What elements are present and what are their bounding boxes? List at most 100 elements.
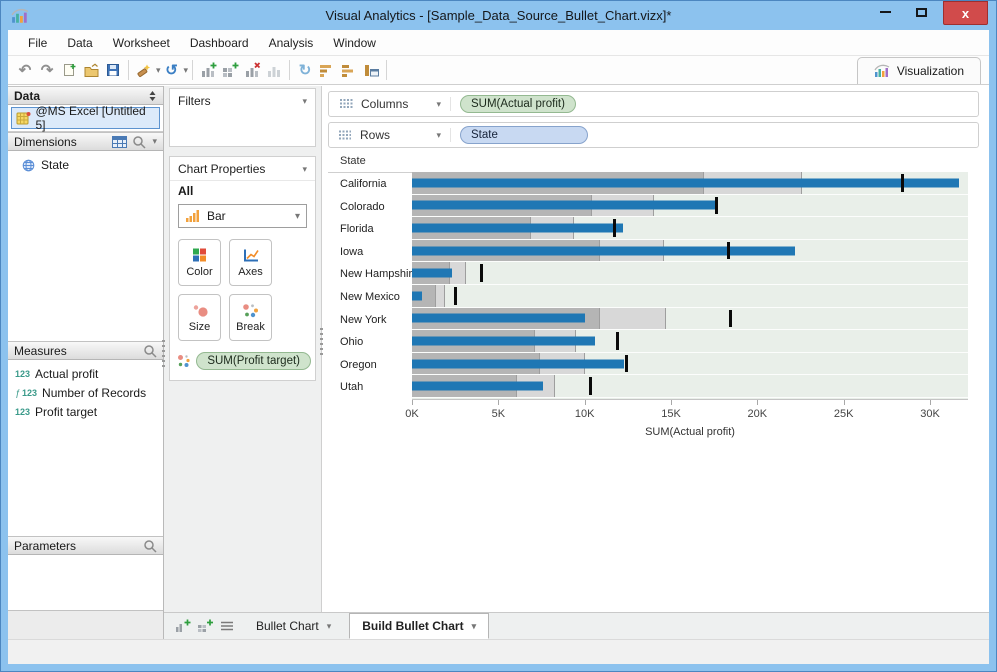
color-button[interactable]: Color [178,239,221,286]
actual-profit-bar[interactable] [412,200,716,210]
bullet-row-new-hampshire[interactable] [412,262,968,285]
remove-chart-icon[interactable] [241,58,263,82]
sort-updown-icon[interactable] [148,90,157,102]
search-icon[interactable] [132,135,146,149]
add-crosstab-icon[interactable] [219,58,241,82]
visualization-tab[interactable]: Visualization [856,57,981,84]
new-visualization-tab-icon[interactable] [172,615,194,637]
tab-bullet-chart[interactable]: Bullet Chart ▾ [244,613,343,639]
profit-target-tick[interactable] [714,196,718,215]
save-icon[interactable] [102,58,124,82]
bullet-row-new-mexico[interactable] [412,284,968,308]
chart-type-select[interactable]: Bar ▾ [178,204,307,228]
refresh-icon[interactable]: ↺ [165,61,178,79]
actual-profit-bar[interactable] [412,359,625,369]
tab-label: Bullet Chart [256,619,319,633]
profit-target-tick[interactable] [613,219,617,237]
new-document-icon[interactable] [58,58,80,82]
measure-item-actual-profit[interactable]: 123 Actual profit [8,364,163,383]
minimize-button[interactable] [871,1,900,23]
profit-target-tick[interactable] [480,264,484,282]
profit-target-tick[interactable] [625,354,629,373]
bullet-row-florida[interactable] [412,217,968,240]
columns-shelf-label-group[interactable]: Columns ▾ [329,97,451,111]
data-section-header[interactable]: Data [8,86,163,105]
profit-target-tick[interactable] [454,286,458,305]
filters-drop-area[interactable] [170,112,315,146]
break-button[interactable]: Break [229,294,272,341]
bullet-row-iowa[interactable] [412,239,968,263]
bullet-row-new-york[interactable] [412,307,968,331]
bullet-row-utah[interactable] [412,375,968,398]
bullet-row-colorado[interactable] [412,194,968,218]
panel-splitter-handle[interactable] [162,340,165,371]
profit-target-pill[interactable]: SUM(Profit target) [196,352,311,370]
dimension-item-state[interactable]: State [8,155,163,175]
rows-pill-state[interactable]: State [460,126,588,144]
profit-target-tick[interactable] [616,332,620,350]
actual-profit-bar[interactable] [412,268,452,278]
tab-list-icon[interactable] [216,615,238,637]
open-folder-icon[interactable] [80,58,102,82]
tab-build-bullet-chart[interactable]: Build Bullet Chart ▾ [349,613,490,639]
sort-bars-stacked-icon[interactable] [338,58,360,82]
measure-item-profit-target[interactable]: 123 Profit target [8,402,163,421]
maximize-button[interactable] [907,1,936,23]
format-wand-icon[interactable] [133,58,155,82]
actual-profit-bar[interactable] [412,246,796,256]
chevron-down-icon[interactable]: ▾ [152,136,157,146]
collapse-icon[interactable]: ▾ [302,95,307,106]
format-wand-dropdown-icon[interactable]: ▾ [156,64,161,75]
chevron-down-icon[interactable]: ▾ [436,98,441,109]
actual-profit-bar[interactable] [412,336,596,346]
data-source-item[interactable]: @MS Excel [Untitled 5] [11,104,160,132]
rows-shelf[interactable]: Rows ▾ State [328,122,979,148]
measure-label: Number of Records [42,385,147,400]
bullet-row-ohio[interactable] [412,330,968,353]
menu-data[interactable]: Data [67,35,93,50]
chevron-down-icon[interactable]: ▾ [326,620,332,631]
table-icon[interactable] [112,135,128,148]
panel-splitter-handle[interactable] [320,327,323,358]
add-chart-icon[interactable] [197,58,219,82]
close-button[interactable]: x [943,1,988,25]
menu-worksheet[interactable]: Worksheet [112,35,170,50]
columns-shelf[interactable]: Columns ▾ SUM(Actual profit) [328,91,979,117]
actual-profit-bar[interactable] [412,381,544,391]
parameters-list [8,555,163,611]
axes-button[interactable]: Axes [229,239,272,286]
actual-profit-bar[interactable] [412,291,423,301]
chart-x-axis: SUM(Actual profit) 0K 5K 10K 15K 20K 25K 30K [405,398,968,443]
measure-label: Profit target [35,404,98,419]
actual-profit-bar[interactable] [412,223,623,233]
columns-pill-actual-profit[interactable]: SUM(Actual profit) [460,95,576,113]
rotate-refresh-icon[interactable]: ↻ [298,61,312,79]
search-icon[interactable] [143,344,157,358]
size-button[interactable]: Size [178,294,221,341]
menu-file[interactable]: File [28,35,48,50]
bullet-row-oregon[interactable] [412,352,968,376]
profit-target-tick[interactable] [901,174,905,192]
menu-window[interactable]: Window [333,35,376,50]
sort-bars-horizontal-icon[interactable] [316,58,338,82]
measure-item-number-of-records[interactable]: ƒ 123 Number of Records [8,383,163,402]
redo-icon[interactable]: ↷ [40,61,54,79]
menu-analysis[interactable]: Analysis [268,35,314,50]
rows-shelf-label-group[interactable]: Rows ▾ [329,128,451,142]
profit-target-tick[interactable] [726,241,730,260]
chart-window-icon[interactable] [360,58,382,82]
profit-target-tick[interactable] [588,377,592,395]
chart-plot[interactable] [412,172,968,399]
collapse-icon[interactable]: ▾ [302,163,307,174]
actual-profit-bar[interactable] [412,313,585,323]
refresh-dropdown-icon[interactable]: ▾ [183,64,189,75]
undo-icon[interactable]: ↶ [18,61,32,79]
actual-profit-bar[interactable] [412,178,960,188]
chevron-down-icon[interactable]: ▾ [471,620,477,631]
bullet-row-california[interactable] [412,172,968,195]
chevron-down-icon[interactable]: ▾ [436,129,441,140]
profit-target-tick[interactable] [728,309,732,328]
search-icon[interactable] [143,539,157,553]
menu-dashboard[interactable]: Dashboard [189,35,249,50]
new-crosstab-tab-icon[interactable] [194,615,216,637]
